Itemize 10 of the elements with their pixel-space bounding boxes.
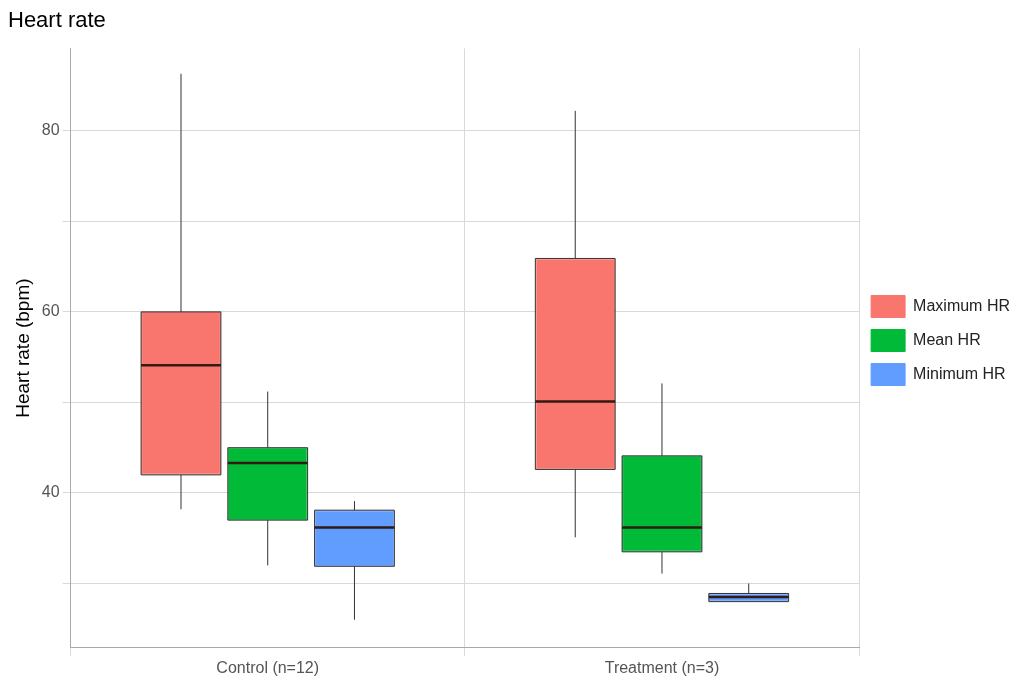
legend-label: Mean HR [913,330,981,348]
legend-label: Maximum HR [913,296,1010,314]
y-tick-label: 80 [41,121,60,139]
x-tick-label: Treatment (n=3) [604,658,720,676]
y-tick-label: 60 [41,302,60,320]
x-tick-label: Control (n=12) [216,658,320,676]
chart-title: Heart rate [8,7,106,33]
y-tick-label: 40 [41,483,60,501]
y-axis-title: Heart rate (bpm) [11,278,33,418]
legend-label: Minimum HR [913,364,1006,382]
